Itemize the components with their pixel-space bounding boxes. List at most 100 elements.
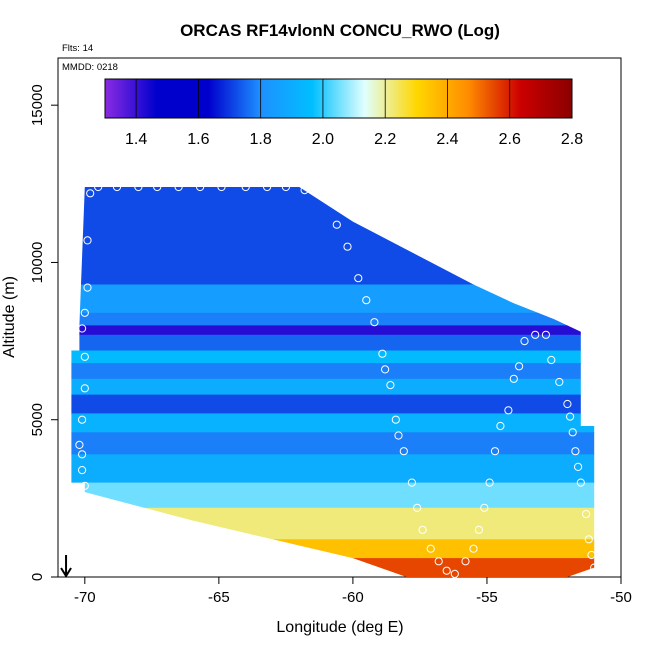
track-point-11 bbox=[86, 189, 95, 198]
track-point-28 bbox=[370, 318, 379, 327]
track-point-61 bbox=[574, 462, 583, 471]
annotation-flights: Flts: 14 bbox=[62, 43, 93, 54]
track-point-6 bbox=[80, 352, 89, 361]
track-point-16 bbox=[174, 182, 183, 192]
colorbar-tick-label-5: 2.4 bbox=[436, 131, 458, 148]
track-point-27 bbox=[362, 296, 371, 305]
track-point-55 bbox=[547, 355, 556, 365]
track-point-31 bbox=[386, 381, 395, 390]
y-tick-label-1: 5000 bbox=[29, 403, 46, 436]
colorbar-ramp bbox=[104, 78, 573, 119]
colorbar-tick-label-3: 2.0 bbox=[312, 131, 334, 148]
track-point-59 bbox=[568, 428, 577, 437]
track-point-43 bbox=[469, 544, 478, 553]
colorbar-tick-label-2: 1.8 bbox=[250, 131, 272, 148]
heatmap-band-1 bbox=[71, 284, 595, 314]
x-tick-label-4: -50 bbox=[610, 589, 632, 606]
track-point-8 bbox=[80, 308, 89, 317]
heatmap-band-9 bbox=[71, 413, 595, 433]
colorbar-tick-label-1: 1.6 bbox=[187, 131, 209, 148]
x-tick-label-1: -65 bbox=[208, 589, 230, 606]
track-point-2 bbox=[78, 450, 87, 459]
annotation-mmdd: MMDD: 0218 bbox=[62, 62, 118, 73]
x-tick-label-2: -60 bbox=[342, 589, 364, 606]
heatmap-band-6 bbox=[71, 363, 595, 380]
heatmap-band-12 bbox=[71, 482, 595, 509]
heatmap-band-4 bbox=[71, 334, 595, 352]
x-tick-label-0: -70 bbox=[74, 589, 96, 606]
y-tick-label-0: 0 bbox=[29, 573, 46, 581]
track-point-26 bbox=[354, 274, 363, 283]
flight-track bbox=[75, 182, 599, 579]
track-point-14 bbox=[134, 182, 143, 192]
track-point-51 bbox=[515, 362, 524, 371]
heatmap-band-7 bbox=[71, 378, 595, 396]
chart-title: ORCAS RF14vlonN CONCU_RWO (Log) bbox=[180, 21, 500, 40]
position-arrow bbox=[60, 555, 72, 578]
track-point-5 bbox=[80, 384, 89, 393]
track-point-7 bbox=[78, 324, 87, 333]
track-point-63 bbox=[582, 509, 591, 519]
track-point-21 bbox=[281, 182, 290, 192]
x-axis-label: Longitude (deg E) bbox=[276, 619, 403, 636]
plot-frame bbox=[57, 57, 622, 578]
track-point-40 bbox=[442, 566, 451, 575]
heatmap-band-5 bbox=[71, 350, 595, 364]
heatmap-field bbox=[71, 187, 595, 577]
heatmap-band-11 bbox=[71, 454, 595, 484]
track-point-3 bbox=[75, 440, 84, 449]
track-point-13 bbox=[112, 182, 122, 192]
track-point-32 bbox=[391, 415, 400, 424]
track-point-29 bbox=[378, 349, 387, 358]
track-point-42 bbox=[461, 557, 470, 566]
colorbar: 1.4 1.6 1.8 2.0 2.2 2.4 2.6 2.8 bbox=[104, 78, 583, 148]
track-point-58 bbox=[566, 412, 575, 421]
track-point-36 bbox=[413, 503, 422, 512]
track-point-49 bbox=[504, 406, 513, 415]
track-point-45 bbox=[480, 503, 489, 512]
y-axis: 0 5000 10000 15000 bbox=[29, 84, 58, 581]
position-marker bbox=[60, 555, 72, 578]
track-point-12 bbox=[94, 182, 103, 192]
track-point-30 bbox=[381, 365, 390, 374]
track-point-4 bbox=[78, 415, 87, 424]
track-point-15 bbox=[153, 182, 162, 192]
heatmap-band-3 bbox=[71, 325, 595, 336]
heatmap-band-2 bbox=[71, 312, 595, 326]
track-point-48 bbox=[496, 421, 505, 431]
track-point-57 bbox=[563, 399, 572, 409]
track-point-34 bbox=[399, 447, 408, 456]
track-point-20 bbox=[263, 182, 272, 192]
heatmap-band-8 bbox=[71, 394, 595, 415]
heatmap-band-14 bbox=[71, 539, 595, 559]
track-point-47 bbox=[490, 447, 500, 456]
x-tick-label-3: -55 bbox=[476, 589, 498, 606]
colorbar-tick-label-6: 2.6 bbox=[499, 131, 521, 148]
track-point-41 bbox=[450, 569, 459, 579]
track-point-0 bbox=[80, 481, 89, 490]
track-point-66 bbox=[590, 563, 599, 572]
track-point-39 bbox=[434, 557, 443, 566]
track-point-62 bbox=[576, 478, 585, 487]
track-point-52 bbox=[520, 337, 529, 346]
track-point-54 bbox=[541, 330, 551, 339]
heatmap-band-10 bbox=[71, 432, 595, 455]
track-point-19 bbox=[241, 182, 250, 192]
heatmap-band-13 bbox=[71, 507, 595, 540]
track-point-25 bbox=[343, 242, 352, 251]
track-point-22 bbox=[300, 186, 309, 195]
track-point-1 bbox=[78, 466, 87, 475]
track-point-9 bbox=[83, 283, 92, 292]
track-point-35 bbox=[407, 478, 416, 487]
y-tick-label-3: 15000 bbox=[29, 84, 46, 126]
heatmap-band-0 bbox=[71, 187, 595, 286]
colorbar-tick-label-0: 1.4 bbox=[125, 131, 147, 148]
track-point-18 bbox=[217, 182, 226, 192]
track-point-56 bbox=[555, 377, 564, 387]
track-point-10 bbox=[83, 236, 92, 245]
colorbar-tick-label-7: 2.8 bbox=[561, 131, 583, 148]
track-point-24 bbox=[332, 220, 341, 229]
x-axis: -70 -65 -60 -55 -50 bbox=[74, 577, 632, 606]
